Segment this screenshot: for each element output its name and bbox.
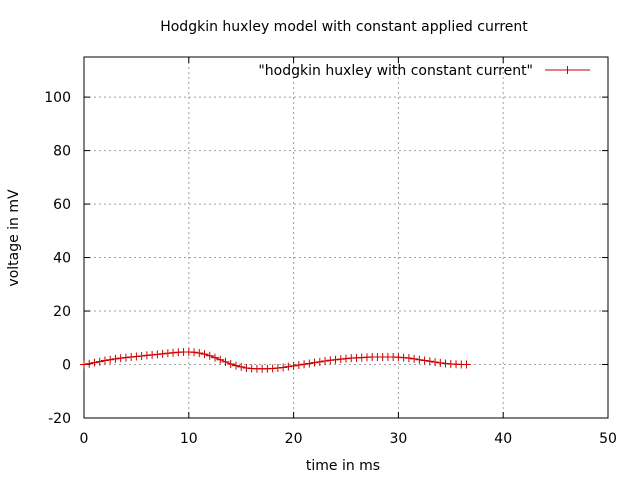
data-point xyxy=(216,355,225,364)
y-tick-label: 60 xyxy=(53,197,71,213)
data-point xyxy=(116,354,125,363)
y-axis-label: voltage in mV xyxy=(6,189,22,287)
data-point xyxy=(137,351,146,360)
data-point xyxy=(163,349,172,358)
data-point xyxy=(268,364,277,373)
legend: "hodgkin huxley with constant current" xyxy=(258,63,590,79)
data-point xyxy=(121,353,130,362)
y-tick-label: -20 xyxy=(48,411,71,427)
data-point xyxy=(100,356,109,365)
data-point xyxy=(211,353,219,362)
data-point xyxy=(80,360,88,369)
data-point xyxy=(237,362,246,371)
data-point xyxy=(404,354,413,363)
data-point xyxy=(289,361,298,370)
data-point xyxy=(415,355,424,364)
legend-marker xyxy=(563,66,572,74)
y-tick-label: 80 xyxy=(53,144,71,160)
data-point xyxy=(148,350,157,359)
data-point xyxy=(315,357,324,366)
data-point xyxy=(431,358,440,367)
data-point xyxy=(142,351,151,360)
data-point xyxy=(242,363,251,372)
chart-title: Hodgkin huxley model with constant appli… xyxy=(160,19,528,35)
x-tick-label: 10 xyxy=(180,431,198,447)
axis-ticks: 0 10 20 30 40 50 -20 0 20 40 60 80 100 xyxy=(44,57,617,447)
data-point xyxy=(90,358,99,367)
x-tick-label: 0 xyxy=(80,431,89,447)
data-point xyxy=(425,357,434,366)
y-tick-label: 20 xyxy=(53,304,71,320)
data-point xyxy=(462,360,471,369)
data-point xyxy=(305,359,314,368)
data-point xyxy=(294,361,303,370)
data-point xyxy=(169,348,178,357)
data-point xyxy=(326,356,335,365)
data-point xyxy=(190,348,199,357)
data-point xyxy=(436,358,445,367)
data-point xyxy=(111,354,120,363)
data-point xyxy=(410,354,419,363)
y-tick-label: 0 xyxy=(62,358,71,374)
x-tick-label: 40 xyxy=(494,431,512,447)
data-point xyxy=(399,353,408,362)
data-point xyxy=(321,357,330,366)
data-point xyxy=(300,360,309,369)
series-layer xyxy=(80,347,471,373)
data-point xyxy=(226,359,235,368)
legend-label: "hodgkin huxley with constant current" xyxy=(258,63,533,79)
data-point xyxy=(284,362,293,371)
data-point xyxy=(342,354,350,363)
data-point xyxy=(158,349,167,358)
x-axis-label: time in ms xyxy=(306,458,380,474)
x-tick-label: 20 xyxy=(285,431,303,447)
y-tick-label: 40 xyxy=(53,251,71,267)
y-tick-label: 100 xyxy=(44,90,71,106)
x-tick-label: 30 xyxy=(389,431,407,447)
data-point xyxy=(221,357,230,366)
x-tick-label: 50 xyxy=(599,431,617,447)
data-point xyxy=(106,355,115,364)
data-point xyxy=(279,363,288,372)
data-point xyxy=(331,355,340,364)
data-point xyxy=(200,350,209,359)
data-point xyxy=(195,349,204,358)
data-point xyxy=(95,357,104,366)
data-point xyxy=(441,359,450,368)
data-point xyxy=(205,351,214,360)
plot-frame xyxy=(83,56,609,419)
data-point xyxy=(127,353,136,362)
data-point xyxy=(153,350,162,359)
data-point xyxy=(231,361,240,370)
data-point xyxy=(132,352,141,361)
data-point xyxy=(420,356,429,365)
data-point xyxy=(310,358,319,367)
grid xyxy=(84,57,608,418)
data-point xyxy=(85,359,94,368)
data-point xyxy=(336,355,345,364)
data-point xyxy=(273,363,282,372)
